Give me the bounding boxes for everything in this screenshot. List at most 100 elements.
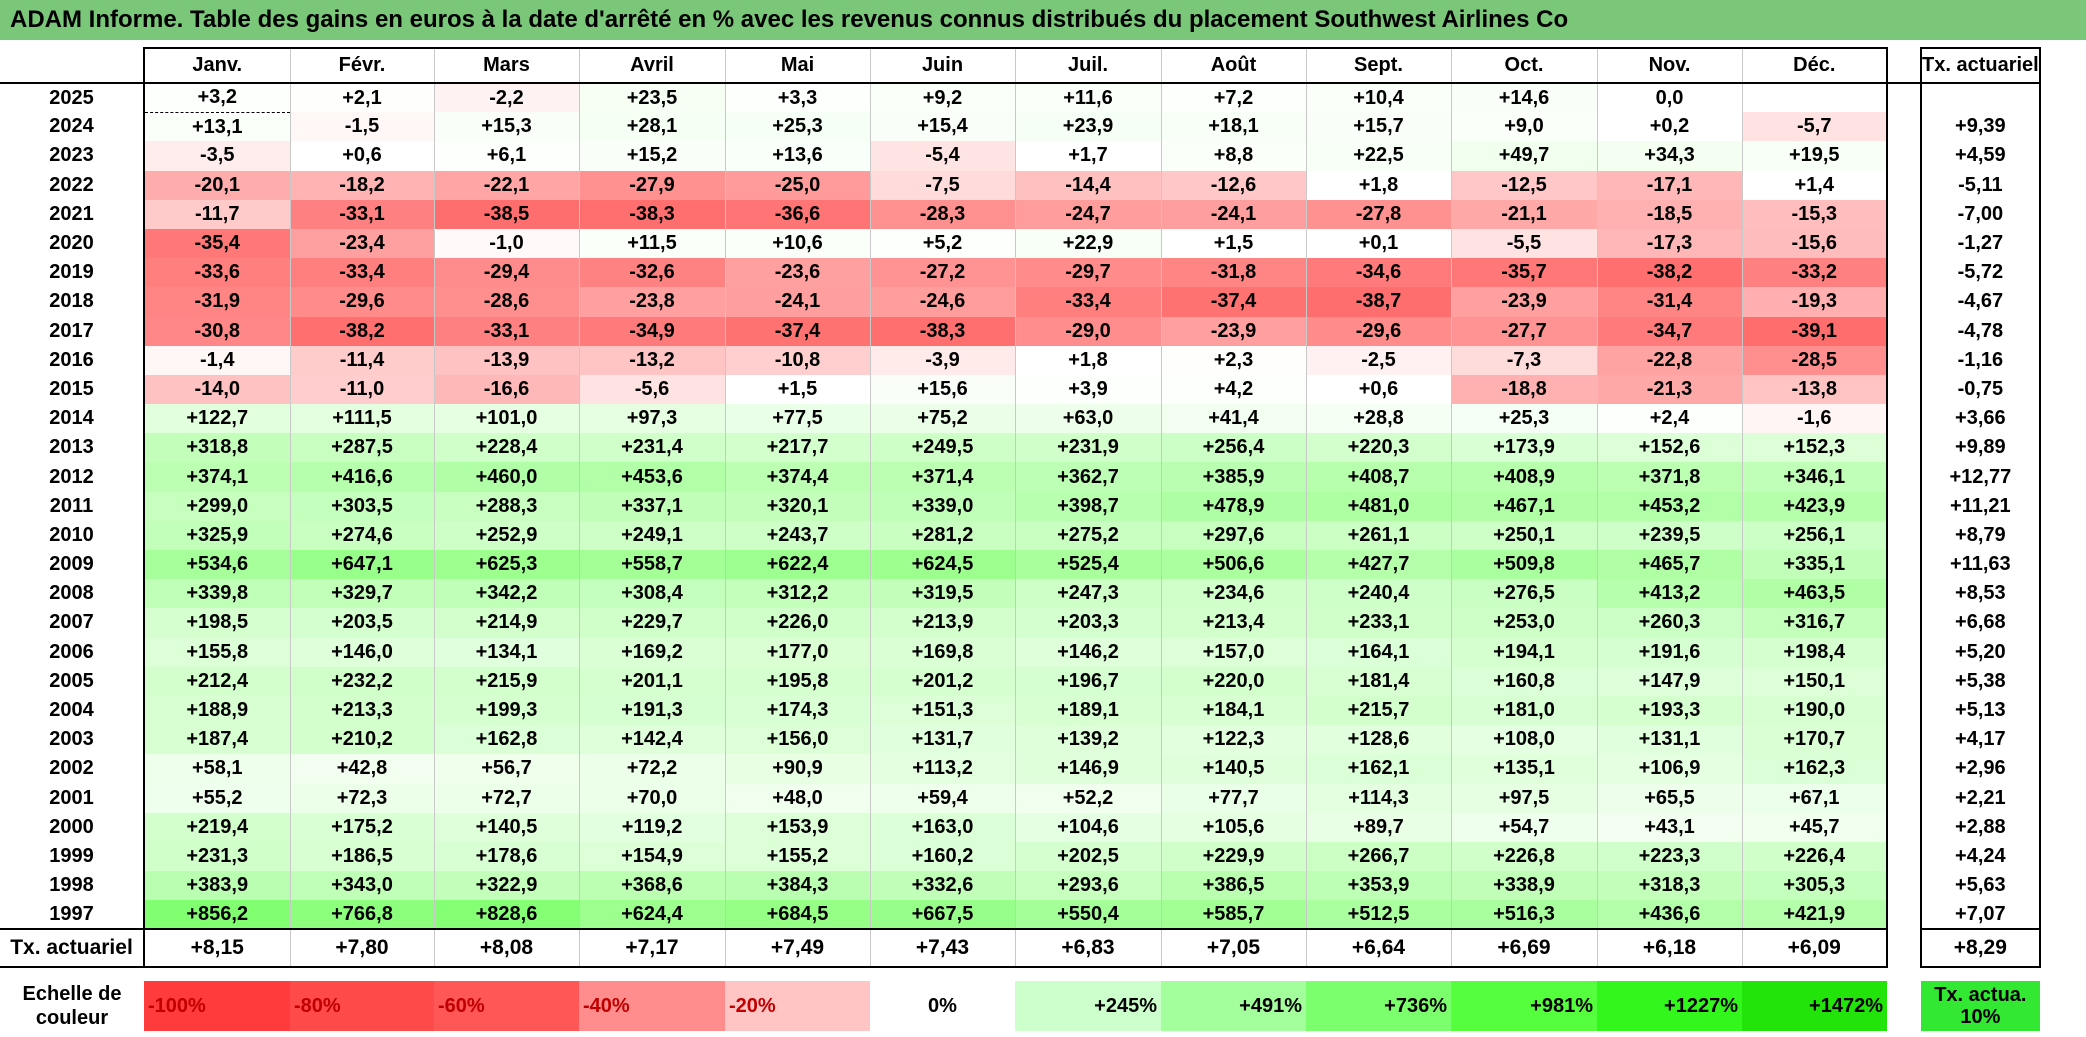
value-cell: +139,2 xyxy=(1014,725,1161,755)
year-label: 2025 xyxy=(49,86,94,109)
value-cell: +113,2 xyxy=(869,754,1015,784)
value-cell: +624,4 xyxy=(578,900,725,931)
value-cell: +1,8 xyxy=(1305,170,1451,200)
value-cell: +15,4 xyxy=(869,112,1015,142)
spacer-cell xyxy=(1887,229,1921,258)
color-scale-swatch: +491% xyxy=(1161,981,1306,1032)
value-cell: +169,8 xyxy=(869,637,1015,667)
value-cell: +186,5 xyxy=(289,841,434,872)
value-cell: 0,0 xyxy=(1596,83,1742,113)
year-label: 2021 xyxy=(49,202,94,225)
value-cell: +187,4 xyxy=(143,725,290,755)
color-scale-swatch: -40% xyxy=(579,981,725,1032)
value-cell: -24,7 xyxy=(1014,199,1161,229)
tx-cell: +9,89 xyxy=(1920,433,2041,463)
total-row: Tx. actuariel +8,15 +7,80 +8,08 +7,17 +7,49 +7… xyxy=(0,928,2041,969)
value-cell: -36,6 xyxy=(724,199,870,229)
tx-cell: +11,63 xyxy=(1920,550,2041,580)
tx-cell: -0,75 xyxy=(1920,374,2041,405)
year-label: 2012 xyxy=(49,465,94,488)
total-value-cell: +6,69 xyxy=(1450,928,1597,969)
value-cell: +229,7 xyxy=(578,608,725,638)
color-scale-swatch: 0% xyxy=(870,981,1015,1032)
value-cell: +56,7 xyxy=(433,754,579,784)
year-row: 2007 +198,5 +203,5 +214,9 +229,7 +226,0 +213,9… xyxy=(0,608,2041,638)
value-cell: +1,5 xyxy=(724,374,870,405)
spacer-cell xyxy=(1887,462,1921,491)
year-row: 2015 -14,0 -11,0 -16,6 -5,6 +1,5 +15,6 +3,9 +4,2… xyxy=(0,374,2041,405)
value-cell: +151,3 xyxy=(869,695,1015,726)
value-cell: +75,2 xyxy=(869,404,1015,434)
value-cell: +203,3 xyxy=(1014,608,1161,638)
value-cell: +329,7 xyxy=(289,579,434,609)
year-row: 2021 -11,7 -33,1 -38,5 -38,3 -36,6 -28,3 -24,7-… xyxy=(0,199,2041,229)
value-cell: +72,2 xyxy=(578,754,725,784)
value-cell: +122,7 xyxy=(143,404,290,434)
value-cell: +77,5 xyxy=(724,404,870,434)
year-row: 2014 +122,7 +111,5 +101,0 +97,3 +77,5 +75,2 +63… xyxy=(0,404,2041,434)
value-cell: -23,8 xyxy=(578,287,725,317)
year-row: 2025 +3,2 +2,1 -2,2 +23,5 +3,3 +9,2 +11,6 +7,2 +1… xyxy=(0,83,2041,113)
value-cell: -29,4 xyxy=(433,258,579,288)
spacer-cell xyxy=(1887,638,1921,667)
value-cell: +175,2 xyxy=(289,812,434,842)
month-header: Mars xyxy=(433,47,579,84)
value-cell: +190,0 xyxy=(1741,695,1888,726)
value-cell: +416,6 xyxy=(289,462,434,492)
value-cell: +226,8 xyxy=(1450,841,1597,872)
value-cell: +147,9 xyxy=(1596,666,1742,696)
value-cell: +226,0 xyxy=(724,608,870,638)
value-cell: +134,1 xyxy=(433,637,579,667)
value-cell: +481,0 xyxy=(1305,491,1451,521)
value-cell: +622,4 xyxy=(724,550,870,580)
year-label: 2002 xyxy=(49,757,94,780)
value-cell: -38,3 xyxy=(578,199,725,229)
value-cell: -24,1 xyxy=(724,287,870,317)
value-cell: -31,9 xyxy=(143,287,290,317)
value-cell: +154,9 xyxy=(578,841,725,872)
value-cell: +467,1 xyxy=(1450,491,1597,521)
year-row: 2006 +155,8 +146,0 +134,1 +169,2 +177,0 +169,8… xyxy=(0,637,2041,667)
value-cell: +25,3 xyxy=(724,112,870,142)
value-cell: +253,0 xyxy=(1450,608,1597,638)
value-cell: +0,2 xyxy=(1596,112,1742,142)
value-cell: +525,4 xyxy=(1014,550,1161,580)
month-header: Févr. xyxy=(289,47,434,84)
value-cell: +135,1 xyxy=(1450,754,1597,784)
header-row: Janv. Févr. Mars Avril Mai Juin Juil. Août Sept.… xyxy=(0,47,2041,84)
year-row: 2005 +212,4 +232,2 +215,9 +201,1 +195,8 +201,2… xyxy=(0,666,2041,696)
value-cell: +232,2 xyxy=(289,666,434,696)
value-cell: +181,0 xyxy=(1450,695,1597,726)
value-cell: +198,4 xyxy=(1741,637,1888,667)
value-cell: -5,4 xyxy=(869,141,1015,171)
value-cell: +239,5 xyxy=(1596,520,1742,550)
total-value-cell: +6,18 xyxy=(1596,928,1742,969)
value-cell: +15,6 xyxy=(869,374,1015,405)
value-cell: +338,9 xyxy=(1450,871,1597,901)
total-value-cell: +7,05 xyxy=(1160,928,1306,969)
value-cell: -22,1 xyxy=(433,170,579,200)
year-row: 2016 -1,4 -11,4 -13,9 -13,2 -10,8 -3,9 +1,8 +2,3… xyxy=(0,345,2041,375)
value-cell: +67,1 xyxy=(1741,783,1888,813)
value-cell: +18,1 xyxy=(1160,112,1306,142)
value-cell: -38,2 xyxy=(1596,258,1742,288)
value-cell: -7,5 xyxy=(869,170,1015,200)
value-cell: +7,2 xyxy=(1160,83,1306,113)
total-value-cell: +7,43 xyxy=(869,928,1015,969)
value-cell: +374,4 xyxy=(724,462,870,492)
value-cell: +220,0 xyxy=(1160,666,1306,696)
value-cell: -21,3 xyxy=(1596,374,1742,405)
year-label: 2010 xyxy=(49,523,94,546)
value-cell: +624,5 xyxy=(869,550,1015,580)
value-cell: -27,2 xyxy=(869,258,1015,288)
year-label: 2004 xyxy=(49,699,94,722)
value-cell: +77,7 xyxy=(1160,783,1306,813)
year-row: 2017 -30,8 -38,2 -33,1 -34,9 -37,4 -38,3 -29,0-… xyxy=(0,316,2041,346)
year-row: 2011 +299,0 +303,5 +288,3 +337,1 +320,1 +339,0… xyxy=(0,491,2041,521)
year-row: 2018 -31,9 -29,6 -28,6 -23,8 -24,1 -24,6 -33,4-… xyxy=(0,287,2041,317)
year-row: 2023 -3,5 +0,6 +6,1 +15,2 +13,6 -5,4 +1,7 +8,8 +2… xyxy=(0,141,2041,171)
year-row: 2013 +318,8 +287,5 +228,4 +231,4 +217,7 +249,5… xyxy=(0,433,2041,463)
value-cell: +226,4 xyxy=(1741,841,1888,872)
value-cell: -2,5 xyxy=(1305,345,1451,375)
value-cell: +89,7 xyxy=(1305,812,1451,842)
